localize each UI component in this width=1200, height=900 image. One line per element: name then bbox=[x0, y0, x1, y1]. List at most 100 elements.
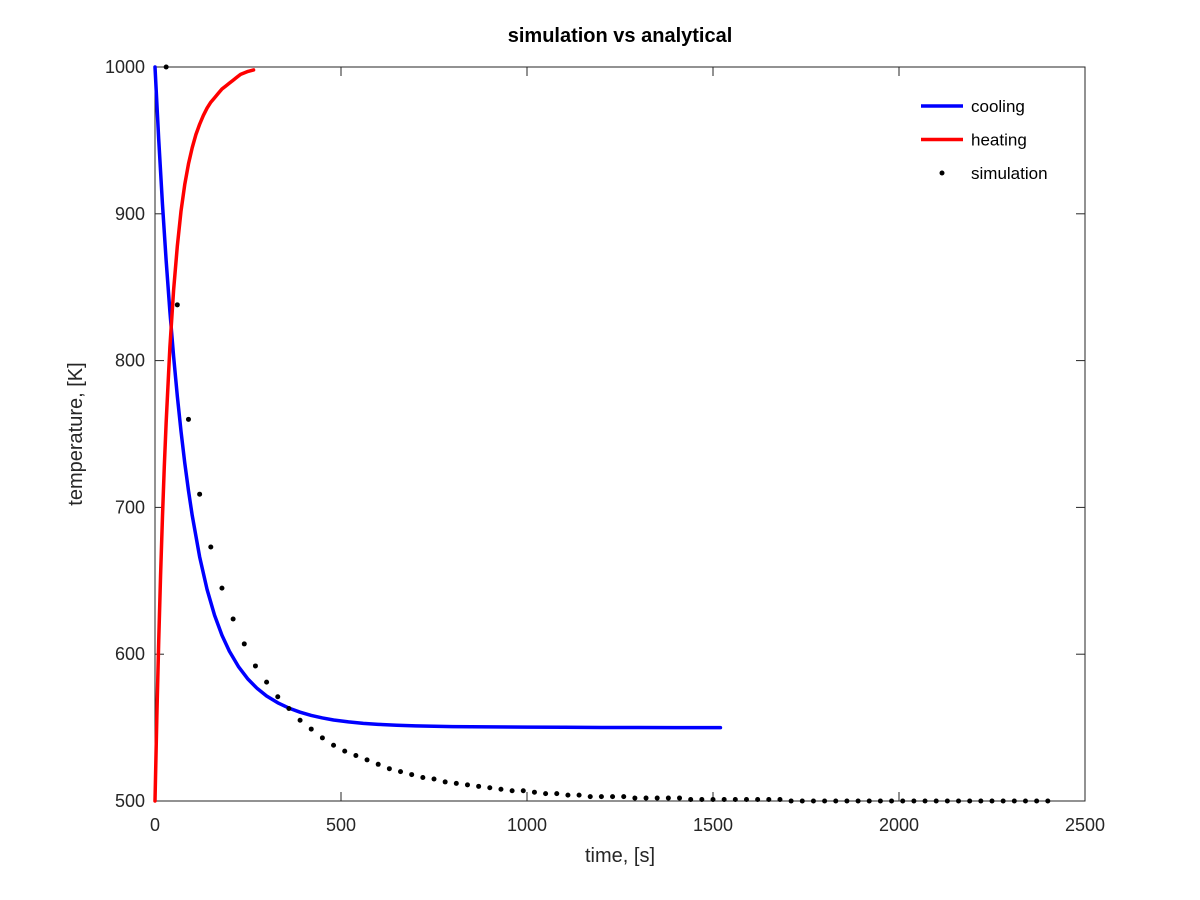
simulation-point bbox=[688, 797, 694, 803]
simulation-point bbox=[777, 797, 783, 803]
simulation-point bbox=[610, 794, 616, 800]
simulation-point bbox=[364, 757, 370, 763]
cooling-series-line bbox=[153, 65, 723, 730]
x-tick-label: 1000 bbox=[507, 815, 547, 835]
simulation-point bbox=[275, 694, 281, 700]
simulation-point bbox=[531, 789, 537, 795]
y-tick-label: 800 bbox=[115, 351, 145, 371]
y-tick-label: 700 bbox=[115, 497, 145, 517]
simulation-point bbox=[386, 766, 392, 772]
legend-label-heating: heating bbox=[971, 131, 1027, 150]
simulation-point bbox=[900, 798, 906, 804]
simulation-point bbox=[743, 797, 749, 803]
simulation-point bbox=[375, 761, 381, 767]
x-tick-label: 0 bbox=[150, 815, 160, 835]
simulation-point bbox=[1045, 798, 1051, 804]
simulation-point bbox=[442, 779, 448, 785]
x-tick-label: 1500 bbox=[693, 815, 733, 835]
y-tick-label: 900 bbox=[115, 204, 145, 224]
simulation-point bbox=[911, 798, 917, 804]
simulation-point bbox=[699, 797, 705, 803]
simulation-point bbox=[163, 64, 169, 70]
simulation-point bbox=[844, 798, 850, 804]
simulation-point bbox=[989, 798, 995, 804]
simulation-point bbox=[342, 748, 348, 754]
simulation-point bbox=[185, 416, 191, 422]
axes-frame bbox=[154, 66, 1086, 802]
simulation-point bbox=[889, 798, 895, 804]
simulation-point bbox=[978, 798, 984, 804]
simulation-point bbox=[431, 776, 437, 782]
series-layer bbox=[153, 64, 1051, 804]
simulation-point bbox=[933, 798, 939, 804]
simulation-point bbox=[677, 795, 683, 801]
x-tick-label: 2500 bbox=[1065, 815, 1105, 835]
simulation-point bbox=[420, 775, 426, 781]
simulation-point bbox=[331, 742, 337, 748]
simulation-point bbox=[710, 797, 716, 803]
simulation-point bbox=[208, 544, 214, 550]
simulation-point bbox=[1000, 798, 1006, 804]
x-tick-label: 500 bbox=[326, 815, 356, 835]
legend: cooling heating simulation bbox=[921, 97, 1048, 183]
y-axis-tick-labels: 500 600 700 800 900 1000 bbox=[105, 57, 145, 811]
simulation-point bbox=[565, 792, 571, 798]
simulation-point bbox=[967, 798, 973, 804]
simulation-point bbox=[476, 783, 482, 789]
x-axis-label: time, [s] bbox=[585, 845, 655, 867]
simulation-point bbox=[576, 792, 582, 798]
simulation-point bbox=[799, 798, 805, 804]
simulation-point bbox=[264, 679, 270, 685]
simulation-point bbox=[822, 798, 828, 804]
simulation-point bbox=[230, 616, 236, 622]
simulation-point bbox=[833, 798, 839, 804]
simulation-point bbox=[1034, 798, 1040, 804]
simulation-point bbox=[353, 752, 359, 758]
simulation-point bbox=[766, 797, 772, 803]
x-axis-tick-labels: 0 500 1000 1500 2000 2500 bbox=[150, 815, 1105, 835]
chart-title: simulation vs analytical bbox=[508, 25, 733, 47]
heating-series-line bbox=[153, 68, 256, 803]
simulation-point bbox=[721, 797, 727, 803]
simulation-point bbox=[487, 785, 493, 791]
axis-ticks bbox=[154, 66, 1086, 802]
simulation-point bbox=[621, 794, 627, 800]
simulation-point bbox=[665, 795, 671, 801]
simulation-point bbox=[877, 798, 883, 804]
simulation-point bbox=[632, 795, 638, 801]
simulation-point bbox=[855, 798, 861, 804]
x-tick-label: 2000 bbox=[879, 815, 919, 835]
simulation-point bbox=[308, 726, 314, 732]
simulation-point bbox=[464, 782, 470, 788]
legend-label-cooling: cooling bbox=[971, 97, 1025, 116]
simulation-point bbox=[732, 797, 738, 803]
simulation-point bbox=[509, 788, 515, 794]
simulation-point bbox=[174, 302, 180, 308]
simulation-point bbox=[922, 798, 928, 804]
simulation-point bbox=[453, 780, 459, 786]
simulation-point bbox=[587, 794, 593, 800]
simulation-point bbox=[944, 798, 950, 804]
simulation-point bbox=[866, 798, 872, 804]
simulation-point bbox=[498, 786, 504, 792]
simulation-point bbox=[643, 795, 649, 801]
simulation-point bbox=[543, 791, 549, 797]
simulation-point bbox=[252, 663, 258, 669]
simulation-point bbox=[1011, 798, 1017, 804]
simulation-point bbox=[398, 769, 404, 775]
y-tick-label: 1000 bbox=[105, 57, 145, 77]
simulation-point bbox=[297, 717, 303, 723]
simulation-point bbox=[520, 788, 526, 794]
y-axis-label: temperature, [K] bbox=[65, 362, 87, 505]
simulation-point bbox=[1022, 798, 1028, 804]
simulation-point bbox=[319, 735, 325, 741]
simulation-series-markers bbox=[163, 64, 1051, 804]
simulation-point bbox=[810, 798, 816, 804]
simulation-point bbox=[956, 798, 962, 804]
y-tick-label: 500 bbox=[115, 791, 145, 811]
simulation-point bbox=[197, 491, 203, 497]
legend-swatch-simulation bbox=[939, 170, 945, 176]
simulation-point bbox=[554, 791, 560, 797]
simulation-point bbox=[654, 795, 660, 801]
